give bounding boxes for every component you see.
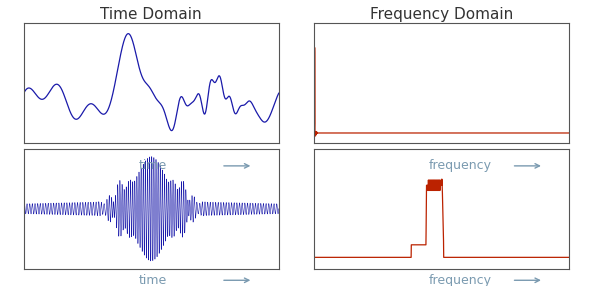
Text: frequency: frequency <box>429 274 492 286</box>
Text: Time Domain: Time Domain <box>100 7 202 22</box>
Text: time: time <box>139 274 167 286</box>
Text: time: time <box>139 159 167 172</box>
Text: frequency: frequency <box>429 159 492 172</box>
Text: Frequency Domain: Frequency Domain <box>370 7 514 22</box>
